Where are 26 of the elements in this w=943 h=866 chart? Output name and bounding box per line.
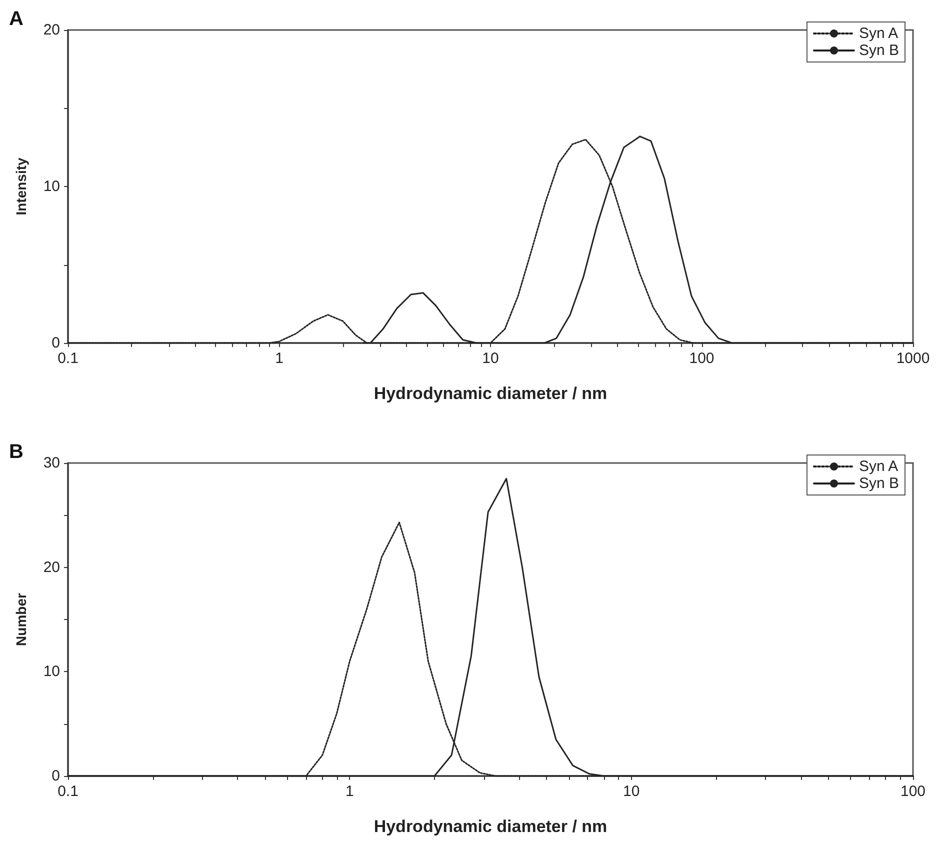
y-tick-label: 0 — [52, 768, 60, 784]
y-axis-title: Intensity — [13, 158, 29, 216]
x-tick-label: 0.1 — [58, 350, 78, 367]
legend-label: Syn B — [858, 42, 900, 59]
x-axis-title: Hydrodynamic diameter / nm — [374, 384, 608, 403]
x-tick-label: 100 — [900, 783, 926, 800]
x-tick-label: 10 — [622, 783, 640, 800]
y-tick-label: 10 — [43, 178, 60, 195]
y-tick-label: 0 — [52, 334, 60, 352]
x-tick-label: 100 — [689, 350, 714, 367]
x-tick-label: 10 — [482, 350, 499, 367]
legend-label: Syn A — [858, 25, 898, 42]
y-tick-label: 20 — [43, 558, 60, 576]
x-axis-title: Hydrodynamic diameter / nm — [374, 817, 608, 836]
x-tick-label: 0.1 — [58, 783, 78, 800]
y-tick-label: 10 — [43, 663, 60, 680]
x-tick-label: 1000 — [896, 350, 930, 367]
x-tick-label: 1 — [275, 350, 284, 367]
legend-label: Syn A — [858, 458, 898, 475]
y-axis-title: Number — [13, 592, 29, 646]
chart-title: A — [9, 8, 24, 30]
y-tick-label: 20 — [43, 22, 60, 38]
x-tick-label: 1 — [345, 783, 354, 800]
chart-title: B — [9, 441, 24, 463]
legend-label: Syn B — [858, 475, 900, 492]
y-tick-label: 30 — [43, 454, 60, 472]
